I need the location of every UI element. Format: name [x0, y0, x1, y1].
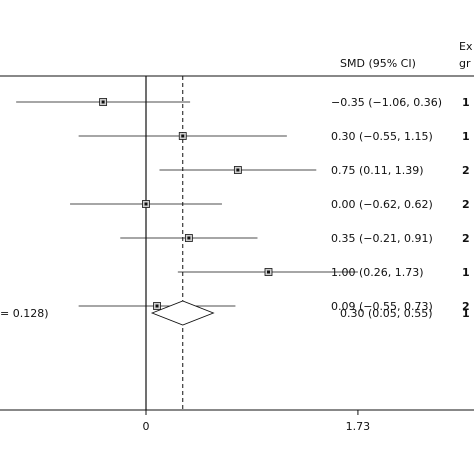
effect-label: 0.30 (−0.55, 1.15)	[331, 130, 433, 143]
study-row: 0.00 (−0.62, 0.62) 2	[70, 198, 470, 211]
overall-row: = 0.128) 0.30 (0.05, 0.55) 1	[0, 300, 470, 326]
effect-label: 0.00 (−0.62, 0.62)	[331, 198, 433, 211]
point-estimate-dot	[181, 134, 185, 138]
study-row: 0.09 (−0.55, 0.73) 2	[78, 300, 470, 313]
point-estimate-dot	[267, 270, 270, 274]
study-row: 1.00 (0.26, 1.73) 1	[177, 266, 470, 279]
header: SMD (95% CI) Ex gr	[0, 40, 474, 411]
group-n-fragment: 2	[462, 164, 470, 177]
group-n-fragment: 2	[462, 198, 470, 211]
effect-column-header: SMD (95% CI)	[340, 57, 416, 70]
point-estimate-dot	[144, 202, 148, 206]
study-row: 0.35 (−0.21, 0.91) 2	[120, 232, 470, 245]
effect-label: 0.35 (−0.21, 0.91)	[331, 232, 433, 245]
study-row: 0.75 (0.11, 1.39) 2	[159, 164, 470, 177]
effect-label: −0.35 (−1.06, 0.36)	[331, 96, 442, 109]
effect-label: 0.75 (0.11, 1.39)	[331, 164, 424, 177]
reference-lines	[145, 76, 184, 410]
overall-diamond	[150, 300, 215, 326]
x-axis: 0 1.73	[143, 410, 371, 433]
heterogeneity-text: = 0.128)	[0, 307, 49, 320]
x-tick-label: 0	[143, 420, 150, 433]
group-n-fragment: 2	[462, 232, 470, 245]
effect-label: 0.09 (−0.55, 0.73)	[331, 300, 433, 313]
point-estimate-dot	[236, 168, 240, 172]
group-column-header-line-1: Ex	[459, 40, 473, 53]
point-estimate-dot	[187, 236, 191, 240]
study-row: −0.35 (−1.06, 0.36) 1	[16, 96, 470, 109]
point-estimate-dot	[155, 304, 159, 308]
x-tick-label: 1.73	[346, 420, 371, 433]
group-n-fragment: 1	[462, 130, 470, 143]
study-rows: −0.35 (−1.06, 0.36) 10.30 (−0.55, 1.15) 10…	[16, 96, 470, 313]
group-n-fragment: 2	[462, 300, 470, 313]
effect-label: 1.00 (0.26, 1.73)	[331, 266, 424, 279]
group-n-fragment: 1	[462, 266, 470, 279]
overall-effect-label: 0.30 (0.05, 0.55)	[340, 307, 433, 320]
study-row: 0.30 (−0.55, 1.15) 1	[78, 130, 470, 143]
group-n-fragment: 1	[462, 96, 470, 109]
overall-n-fragment: 1	[462, 307, 470, 320]
group-column-header-line-2: gr	[459, 57, 471, 70]
point-estimate-dot	[101, 100, 105, 104]
